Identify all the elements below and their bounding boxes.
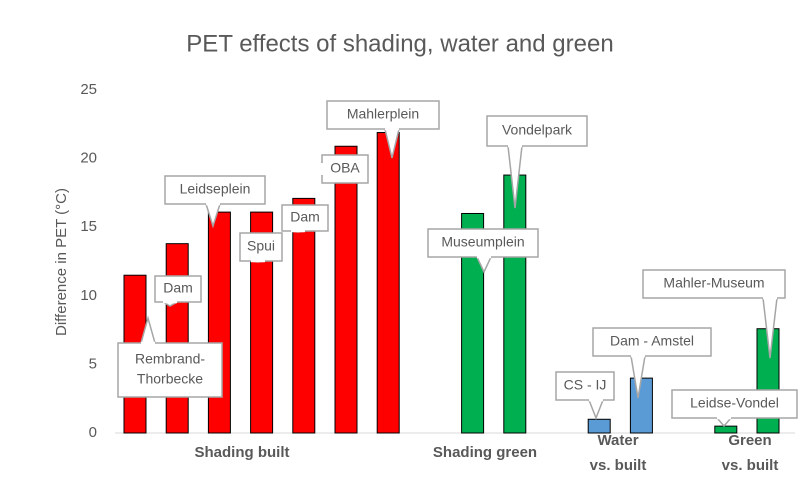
callout: OBA	[320, 154, 369, 184]
bar-label: Dam	[163, 280, 193, 296]
y-tick-label: 15	[80, 218, 97, 235]
y-tick-label: 5	[89, 355, 97, 372]
callout: Leidseplein	[164, 175, 266, 229]
callout: Leidse-Vondel	[671, 389, 798, 428]
bar	[165, 243, 189, 434]
bar-label: Leidseplein	[180, 181, 251, 197]
y-tick-label: 0	[89, 424, 97, 441]
bar	[461, 212, 485, 434]
y-tick-label: 25	[80, 81, 97, 98]
callout: Dam - Amstel	[592, 327, 712, 399]
bar-label: OBA	[330, 160, 360, 176]
bar-label: Leidse-Vondel	[690, 395, 779, 411]
bar-label: CS - IJ	[564, 377, 607, 393]
callout: Rembrand- Thorbecke	[117, 315, 223, 398]
callout: Vondelpark	[486, 115, 588, 209]
callout: Mahler-Museum	[642, 269, 786, 359]
bar-label: Thorbecke	[137, 371, 203, 387]
y-axis-label: Difference in PET (°C)	[53, 188, 70, 336]
callout-box	[642, 269, 786, 299]
callout-box	[486, 115, 588, 147]
bar-label: Mahlerplein	[347, 106, 419, 122]
callout: Mahlerplein	[326, 100, 440, 159]
callout: Spui	[239, 232, 283, 263]
y-tick-label: 10	[80, 287, 97, 304]
callout: CS - IJ	[555, 371, 615, 421]
bar	[250, 211, 274, 434]
bar	[376, 132, 400, 434]
chart-title: PET effects of shading, water and green	[186, 30, 613, 57]
callout: Museumplein	[427, 228, 539, 274]
group-label: Shading built	[195, 444, 290, 461]
bar-label: Museumplein	[441, 234, 524, 250]
bar	[334, 145, 358, 434]
callout: Dam	[281, 204, 329, 233]
callout-box	[117, 342, 223, 398]
bar	[292, 197, 316, 434]
callout-box	[671, 389, 798, 419]
callout-box	[326, 100, 440, 130]
callout-box	[427, 228, 539, 258]
bar-label: Mahler-Museum	[663, 275, 764, 291]
bar	[587, 418, 611, 434]
bar-label: Dam - Amstel	[610, 333, 694, 349]
callout: Dam	[154, 275, 202, 307]
bar-label: Vondelpark	[502, 122, 573, 138]
group-label: Water	[597, 432, 638, 449]
callout-box	[164, 175, 266, 205]
group-label: Shading green	[433, 444, 537, 461]
callout-box	[592, 327, 712, 357]
bar	[629, 377, 653, 434]
callout-box	[239, 232, 283, 262]
bar	[503, 174, 527, 434]
y-tick-label: 20	[80, 150, 97, 167]
callout-box	[154, 275, 202, 303]
bar-label: Dam	[290, 209, 320, 225]
group-label: vs. built	[590, 457, 647, 474]
bar	[207, 211, 231, 434]
bar-label: Rembrand-	[135, 351, 205, 367]
bar	[714, 425, 738, 434]
bar-label: Spui	[247, 238, 275, 254]
callout-box	[555, 371, 615, 401]
group-label: vs. built	[722, 457, 779, 474]
group-label: Green	[728, 432, 771, 449]
